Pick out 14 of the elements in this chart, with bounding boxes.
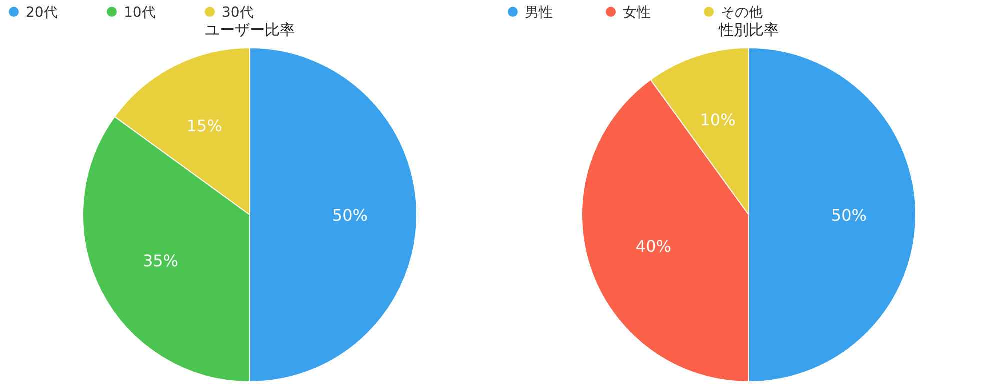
legend-label: 20代 bbox=[26, 5, 58, 21]
data-label: 10% bbox=[700, 110, 736, 130]
data-label: 50% bbox=[831, 206, 867, 225]
legend-label: 男性 bbox=[525, 5, 553, 21]
legend-label: その他 bbox=[721, 5, 763, 21]
legend-label: 10代 bbox=[124, 5, 156, 21]
data-label: 40% bbox=[636, 236, 672, 256]
data-label: 35% bbox=[142, 251, 178, 270]
data-label: 50% bbox=[332, 206, 368, 225]
legend-label: 女性 bbox=[623, 5, 651, 21]
text: ユーザー比率 bbox=[205, 21, 295, 39]
text: 性別比率 bbox=[718, 21, 779, 39]
legend-label: 30代 bbox=[222, 5, 254, 21]
data-label: 15% bbox=[186, 116, 222, 136]
